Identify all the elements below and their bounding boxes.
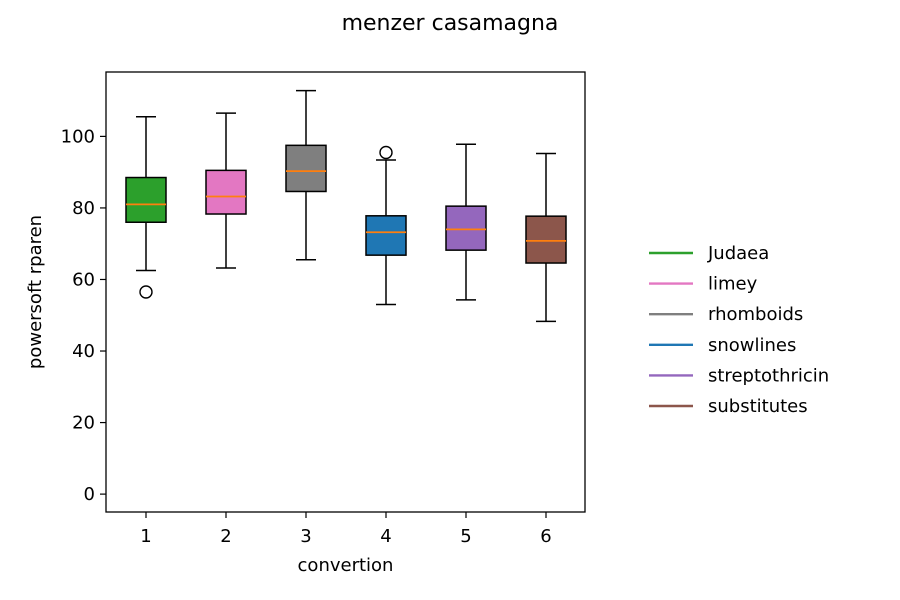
legend-item: rhomboids	[649, 304, 803, 325]
legend-item: snowlines	[649, 335, 796, 356]
box-limey	[205, 112, 247, 269]
axes-frame	[105, 71, 586, 513]
outlier-point	[139, 285, 153, 299]
box-body	[205, 169, 247, 215]
y-tick-label: 80	[72, 198, 95, 219]
box-body	[525, 215, 567, 264]
legend-item: streptothricin	[649, 365, 829, 386]
legend-label: snowlines	[708, 335, 796, 356]
box-snowlines	[365, 145, 407, 306]
box-body	[445, 205, 487, 251]
box-rhomboids	[285, 89, 327, 261]
legend-label: rhomboids	[708, 304, 803, 325]
x-tick-label: 5	[460, 526, 471, 547]
y-tick-label: 60	[72, 269, 95, 290]
legend: Judaea limey rhomboids snowlines streptothri…	[649, 243, 829, 417]
x-tick-label: 2	[220, 526, 231, 547]
legend-item: Judaea	[649, 243, 769, 264]
y-tick-label: 100	[61, 126, 95, 147]
legend-item: limey	[649, 274, 758, 295]
legend-label: Judaea	[707, 243, 769, 264]
box-body	[365, 215, 407, 256]
outlier-point	[379, 145, 393, 160]
legend-label: streptothricin	[708, 365, 829, 386]
box-substitutes	[525, 152, 567, 323]
box-body	[125, 176, 167, 223]
box-judaea	[125, 115, 167, 299]
box-body	[285, 144, 327, 193]
legend-label: limey	[708, 274, 758, 295]
y-tick-label: 40	[72, 341, 95, 362]
y-tick-label: 0	[84, 484, 95, 505]
x-axis-label: convertion	[298, 555, 394, 576]
chart-title: menzer casamagna	[342, 11, 559, 36]
x-tick-label: 1	[140, 526, 151, 547]
legend-label: substitutes	[708, 396, 808, 417]
box-streptothricin	[445, 143, 487, 301]
legend-item: substitutes	[649, 396, 808, 417]
plot-area: 0 20 40 60 80 100 1 2 3 4 5 6	[61, 89, 567, 547]
y-tick-label: 20	[72, 413, 95, 434]
x-tick-label: 6	[540, 526, 551, 547]
y-axis-label: powersoft rparen	[25, 215, 46, 369]
x-tick-label: 4	[380, 526, 391, 547]
x-tick-label: 3	[300, 526, 311, 547]
